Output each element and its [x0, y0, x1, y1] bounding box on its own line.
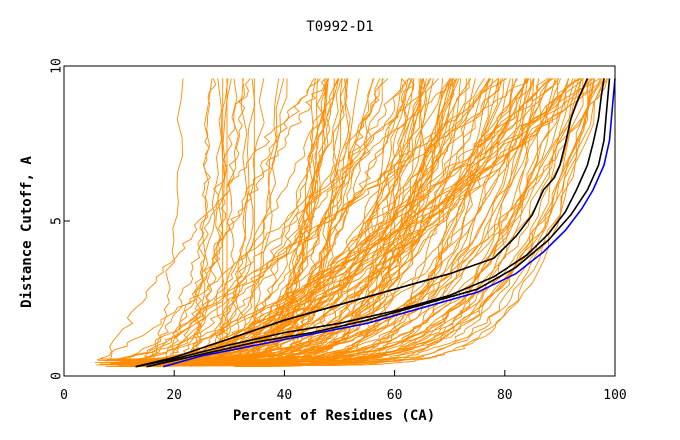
- orange-model-line: [108, 78, 288, 365]
- x-tick-label: 60: [387, 388, 403, 403]
- orange-model-line: [132, 78, 245, 364]
- y-tick-label: 5: [50, 217, 65, 225]
- chart-title: T0992-D1: [306, 19, 373, 35]
- x-tick-label: 20: [166, 388, 182, 403]
- orange-model-line: [107, 78, 340, 361]
- orange-model-line: [245, 78, 348, 367]
- orange-model-line: [165, 78, 326, 366]
- orange-model-line: [170, 78, 315, 361]
- orange-model-line: [246, 78, 517, 365]
- orange-model-line: [109, 78, 321, 361]
- orange-model-line: [175, 78, 213, 366]
- x-tick-label: 80: [497, 388, 513, 403]
- orange-model-line: [191, 78, 485, 361]
- y-axis: 0 5 10: [50, 58, 70, 380]
- orange-model-line: [131, 78, 560, 365]
- orange-model-line: [103, 78, 534, 365]
- blue-highlight-line: [162, 78, 616, 368]
- orange-model-line: [215, 78, 603, 363]
- orange-model-line: [189, 78, 217, 363]
- orange-model-line: [132, 78, 229, 360]
- orange-model-line: [245, 78, 554, 366]
- y-tick-label: 0: [50, 372, 65, 380]
- orange-model-line: [239, 78, 594, 360]
- black-highlight-line: [146, 78, 611, 368]
- orange-model-line: [210, 78, 349, 360]
- x-tick-label: 100: [603, 388, 626, 403]
- orange-model-line: [118, 78, 184, 367]
- orange-model-line: [205, 78, 413, 361]
- orange-model-line: [188, 78, 251, 364]
- orange-model-line: [116, 78, 389, 366]
- orange-model-line: [208, 78, 530, 362]
- orange-model-line: [134, 78, 232, 366]
- orange-model-line: [137, 78, 499, 364]
- x-axis: 0 20 40 60 80 100: [60, 370, 627, 403]
- black-highlight-line: [135, 78, 589, 368]
- orange-model-line: [96, 78, 430, 361]
- x-tick-label: 0: [60, 388, 68, 403]
- x-tick-label: 40: [277, 388, 293, 403]
- orange-model-line: [190, 78, 551, 368]
- x-axis-label: Percent of Residues (CA): [233, 408, 435, 424]
- y-tick-label: 10: [50, 58, 65, 74]
- black-highlight-line: [135, 78, 605, 368]
- orange-model-line: [167, 78, 580, 364]
- highlight-curves: [135, 78, 616, 368]
- orange-model-line: [226, 78, 231, 361]
- orange-model-line: [227, 78, 592, 367]
- y-axis-label: Distance Cutoff, A: [19, 156, 35, 308]
